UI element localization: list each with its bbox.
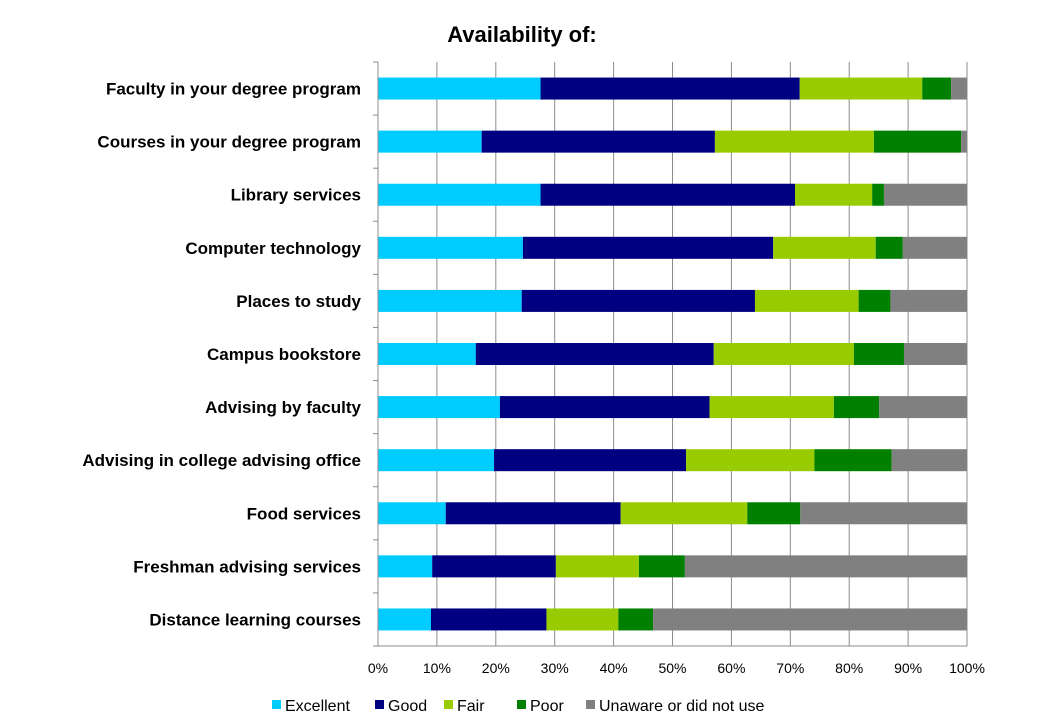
bar-fair-segment	[546, 608, 619, 631]
bar-excellent-segment	[378, 396, 500, 419]
bar-good-segment	[432, 555, 556, 578]
category-label: Courses in your degree program	[97, 133, 361, 152]
legend-label: Fair	[457, 698, 485, 715]
category-label: Faculty in your degree program	[106, 80, 361, 99]
x-tick-label: 40%	[600, 660, 628, 676]
bar-good-segment	[475, 343, 714, 365]
x-tick-label: 70%	[776, 660, 804, 676]
category-label: Food services	[247, 504, 361, 523]
bar-unaware-or-did-not-use-segment	[891, 449, 967, 472]
x-tick-label: 0%	[368, 660, 388, 676]
bar-fair-segment	[620, 502, 748, 525]
bar-good-segment	[431, 608, 547, 631]
bar-poor-segment	[833, 396, 880, 419]
bar-poor-segment	[618, 608, 654, 631]
bar-good-segment	[522, 236, 774, 259]
legend-swatch	[375, 700, 384, 709]
bar-poor-segment	[853, 343, 904, 365]
bar-unaware-or-did-not-use-segment	[800, 502, 967, 525]
category-label: Places to study	[236, 292, 361, 311]
x-tick-label: 100%	[949, 660, 985, 676]
bar-excellent-segment	[378, 555, 433, 578]
bar-excellent-segment	[378, 449, 495, 472]
bar-excellent-segment	[378, 77, 541, 100]
bar-excellent-segment	[378, 289, 522, 312]
category-label: Library services	[231, 186, 361, 205]
legend-label: Excellent	[285, 698, 350, 715]
x-tick-label: 80%	[835, 660, 863, 676]
bar-good-segment	[499, 396, 710, 419]
bar-excellent-segment	[378, 343, 476, 365]
bar-excellent-segment	[378, 183, 541, 206]
bar-poor-segment	[872, 183, 884, 206]
bar-poor-segment	[875, 236, 903, 259]
bar-unaware-or-did-not-use-segment	[879, 396, 967, 419]
legend-swatch	[444, 700, 453, 709]
bar-fair-segment	[795, 183, 873, 206]
bar-fair-segment	[754, 289, 859, 312]
bar-good-segment	[494, 449, 687, 472]
bar-excellent-segment	[378, 502, 446, 525]
bar-excellent-segment	[378, 236, 523, 259]
x-tick-label: 30%	[541, 660, 569, 676]
bar-excellent-segment	[378, 130, 482, 153]
bar-fair-segment	[714, 130, 874, 153]
bar-unaware-or-did-not-use-segment	[903, 343, 967, 365]
bar-excellent-segment	[378, 608, 432, 631]
bar-unaware-or-did-not-use-segment	[951, 77, 967, 100]
category-label: Advising in college advising office	[82, 451, 361, 470]
bar-poor-segment	[858, 289, 891, 312]
bar-unaware-or-did-not-use-segment	[902, 236, 967, 259]
x-tick-label: 10%	[423, 660, 451, 676]
category-label: Distance learning courses	[149, 610, 361, 629]
category-label: Advising by faculty	[205, 398, 361, 417]
category-label: Computer technology	[185, 239, 361, 258]
bar-fair-segment	[773, 236, 876, 259]
bar-unaware-or-did-not-use-segment	[961, 130, 967, 153]
bar-poor-segment	[873, 130, 962, 153]
x-tick-label: 20%	[482, 660, 510, 676]
category-label: Freshman advising services	[133, 557, 361, 576]
legend-label: Unaware or did not use	[599, 698, 765, 715]
bar-unaware-or-did-not-use-segment	[684, 555, 967, 578]
category-label: Campus bookstore	[207, 345, 361, 364]
legend: Excellent Good Fair Poor Unaware or did not …	[272, 698, 765, 715]
legend-label: Poor	[530, 698, 564, 715]
bars	[378, 77, 967, 631]
bar-fair-segment	[713, 343, 854, 365]
chart-title: Availability of:	[447, 22, 597, 47]
bar-fair-segment	[686, 449, 815, 472]
bar-unaware-or-did-not-use-segment	[890, 289, 967, 312]
bar-good-segment	[445, 502, 621, 525]
legend-swatch	[517, 700, 526, 709]
bar-fair-segment	[555, 555, 639, 578]
bar-poor-segment	[747, 502, 801, 525]
legend-label: Good	[388, 698, 427, 715]
bar-poor-segment	[638, 555, 685, 578]
bar-poor-segment	[922, 77, 952, 100]
category-labels: Faculty in your degree program Courses in…	[82, 80, 361, 630]
x-tick-label: 90%	[894, 660, 922, 676]
bar-good-segment	[540, 77, 800, 100]
legend-swatch	[586, 700, 595, 709]
axes	[373, 61, 967, 647]
x-tick-label: 50%	[658, 660, 686, 676]
bar-unaware-or-did-not-use-segment	[653, 608, 967, 631]
bar-good-segment	[540, 183, 796, 206]
bar-poor-segment	[814, 449, 892, 472]
bar-fair-segment	[709, 396, 834, 419]
bar-good-segment	[521, 289, 755, 312]
bar-unaware-or-did-not-use-segment	[883, 183, 967, 206]
legend-swatch	[272, 700, 281, 709]
x-tick-label: 60%	[717, 660, 745, 676]
bar-fair-segment	[799, 77, 923, 100]
x-tick-labels: 0% 10% 20% 30% 40% 50% 60% 70% 80% 90% 100%	[368, 660, 985, 676]
bar-good-segment	[481, 130, 715, 153]
